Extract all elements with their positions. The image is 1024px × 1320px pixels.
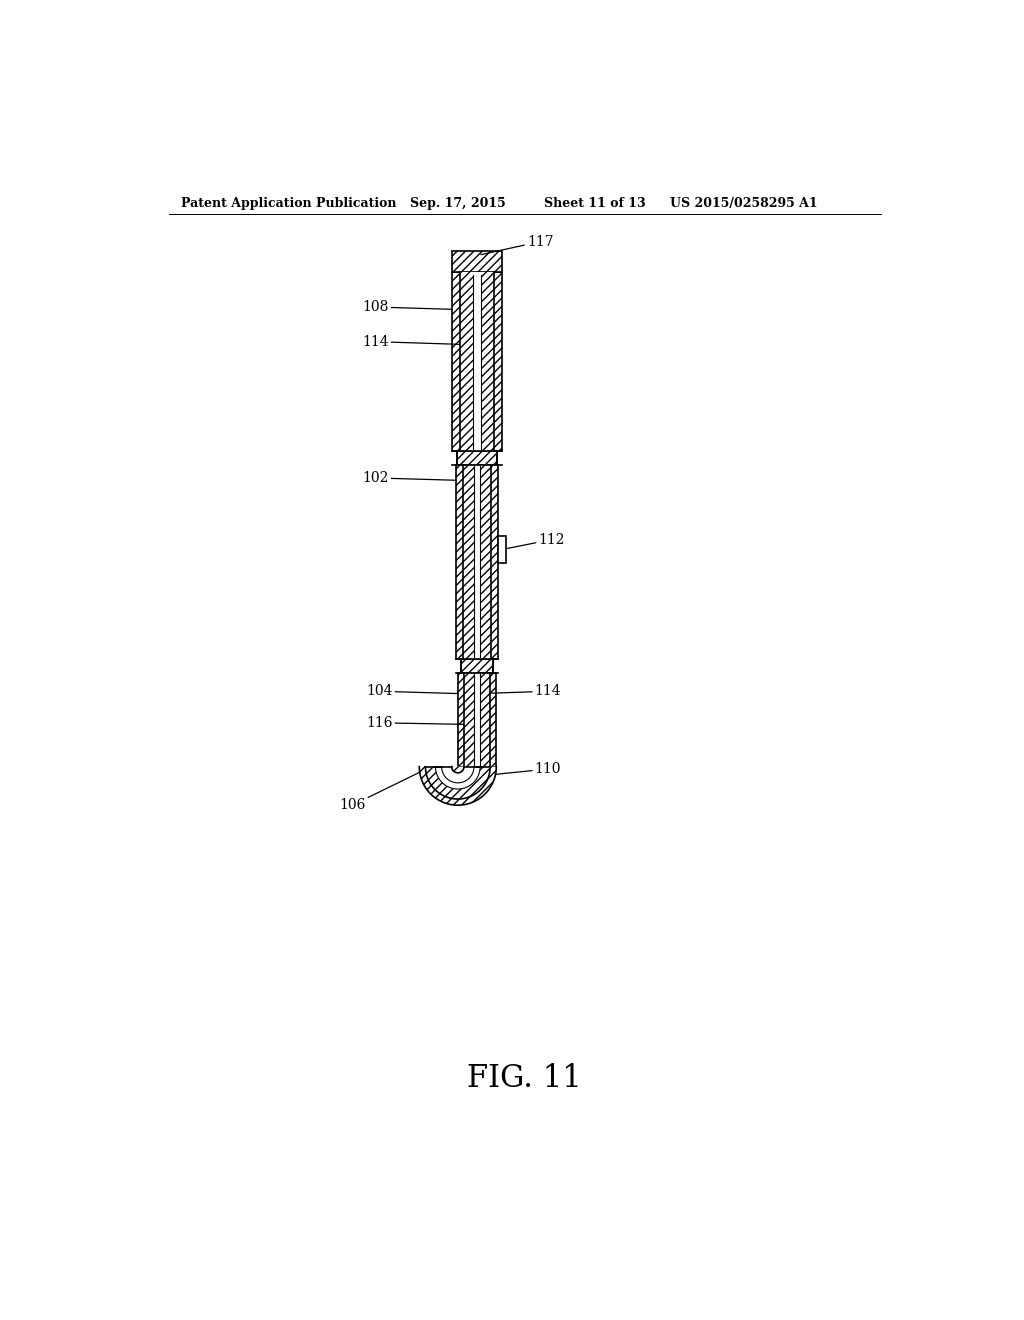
Bar — [461, 659, 494, 673]
Bar — [458, 673, 497, 767]
Text: 116: 116 — [366, 715, 464, 730]
Text: Patent Application Publication: Patent Application Publication — [180, 197, 396, 210]
Text: 114: 114 — [361, 335, 472, 348]
Text: FIG. 11: FIG. 11 — [467, 1063, 583, 1094]
Bar — [463, 465, 490, 659]
Bar — [457, 451, 497, 465]
Bar — [453, 272, 502, 451]
Bar — [498, 536, 506, 562]
Bar — [460, 272, 494, 451]
Bar — [457, 465, 498, 659]
Text: 106: 106 — [339, 771, 423, 812]
Bar — [481, 272, 494, 451]
Bar — [458, 673, 497, 767]
Bar — [453, 251, 502, 272]
Bar — [453, 272, 502, 451]
Bar — [457, 465, 498, 659]
Text: 112: 112 — [506, 532, 565, 549]
Wedge shape — [419, 767, 497, 805]
Bar — [480, 465, 490, 659]
Bar — [464, 673, 474, 767]
Bar — [463, 465, 474, 659]
Text: 108: 108 — [362, 300, 453, 314]
Bar — [457, 451, 497, 465]
Text: 104: 104 — [366, 684, 458, 698]
Text: Sep. 17, 2015: Sep. 17, 2015 — [410, 197, 506, 210]
Text: Sheet 11 of 13: Sheet 11 of 13 — [544, 197, 646, 210]
Text: 117: 117 — [481, 235, 554, 255]
Bar — [460, 272, 473, 451]
Bar — [453, 251, 502, 272]
Text: 102: 102 — [362, 471, 457, 484]
Bar — [464, 673, 490, 767]
Bar — [480, 673, 490, 767]
Text: 114: 114 — [481, 684, 561, 698]
Bar — [461, 659, 494, 673]
Text: 110: 110 — [495, 762, 561, 776]
Text: US 2015/0258295 A1: US 2015/0258295 A1 — [670, 197, 817, 210]
